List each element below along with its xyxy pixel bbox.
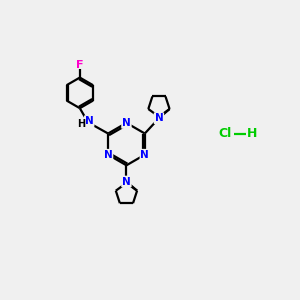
Text: F: F: [76, 60, 84, 70]
Text: H: H: [77, 119, 86, 129]
Text: N: N: [85, 116, 94, 126]
Text: N: N: [140, 150, 149, 160]
Text: Cl: Cl: [218, 127, 232, 140]
Text: N: N: [122, 118, 131, 128]
Text: N: N: [104, 150, 112, 160]
Text: H: H: [246, 127, 257, 140]
Text: N: N: [154, 113, 163, 123]
Text: N: N: [122, 176, 131, 187]
